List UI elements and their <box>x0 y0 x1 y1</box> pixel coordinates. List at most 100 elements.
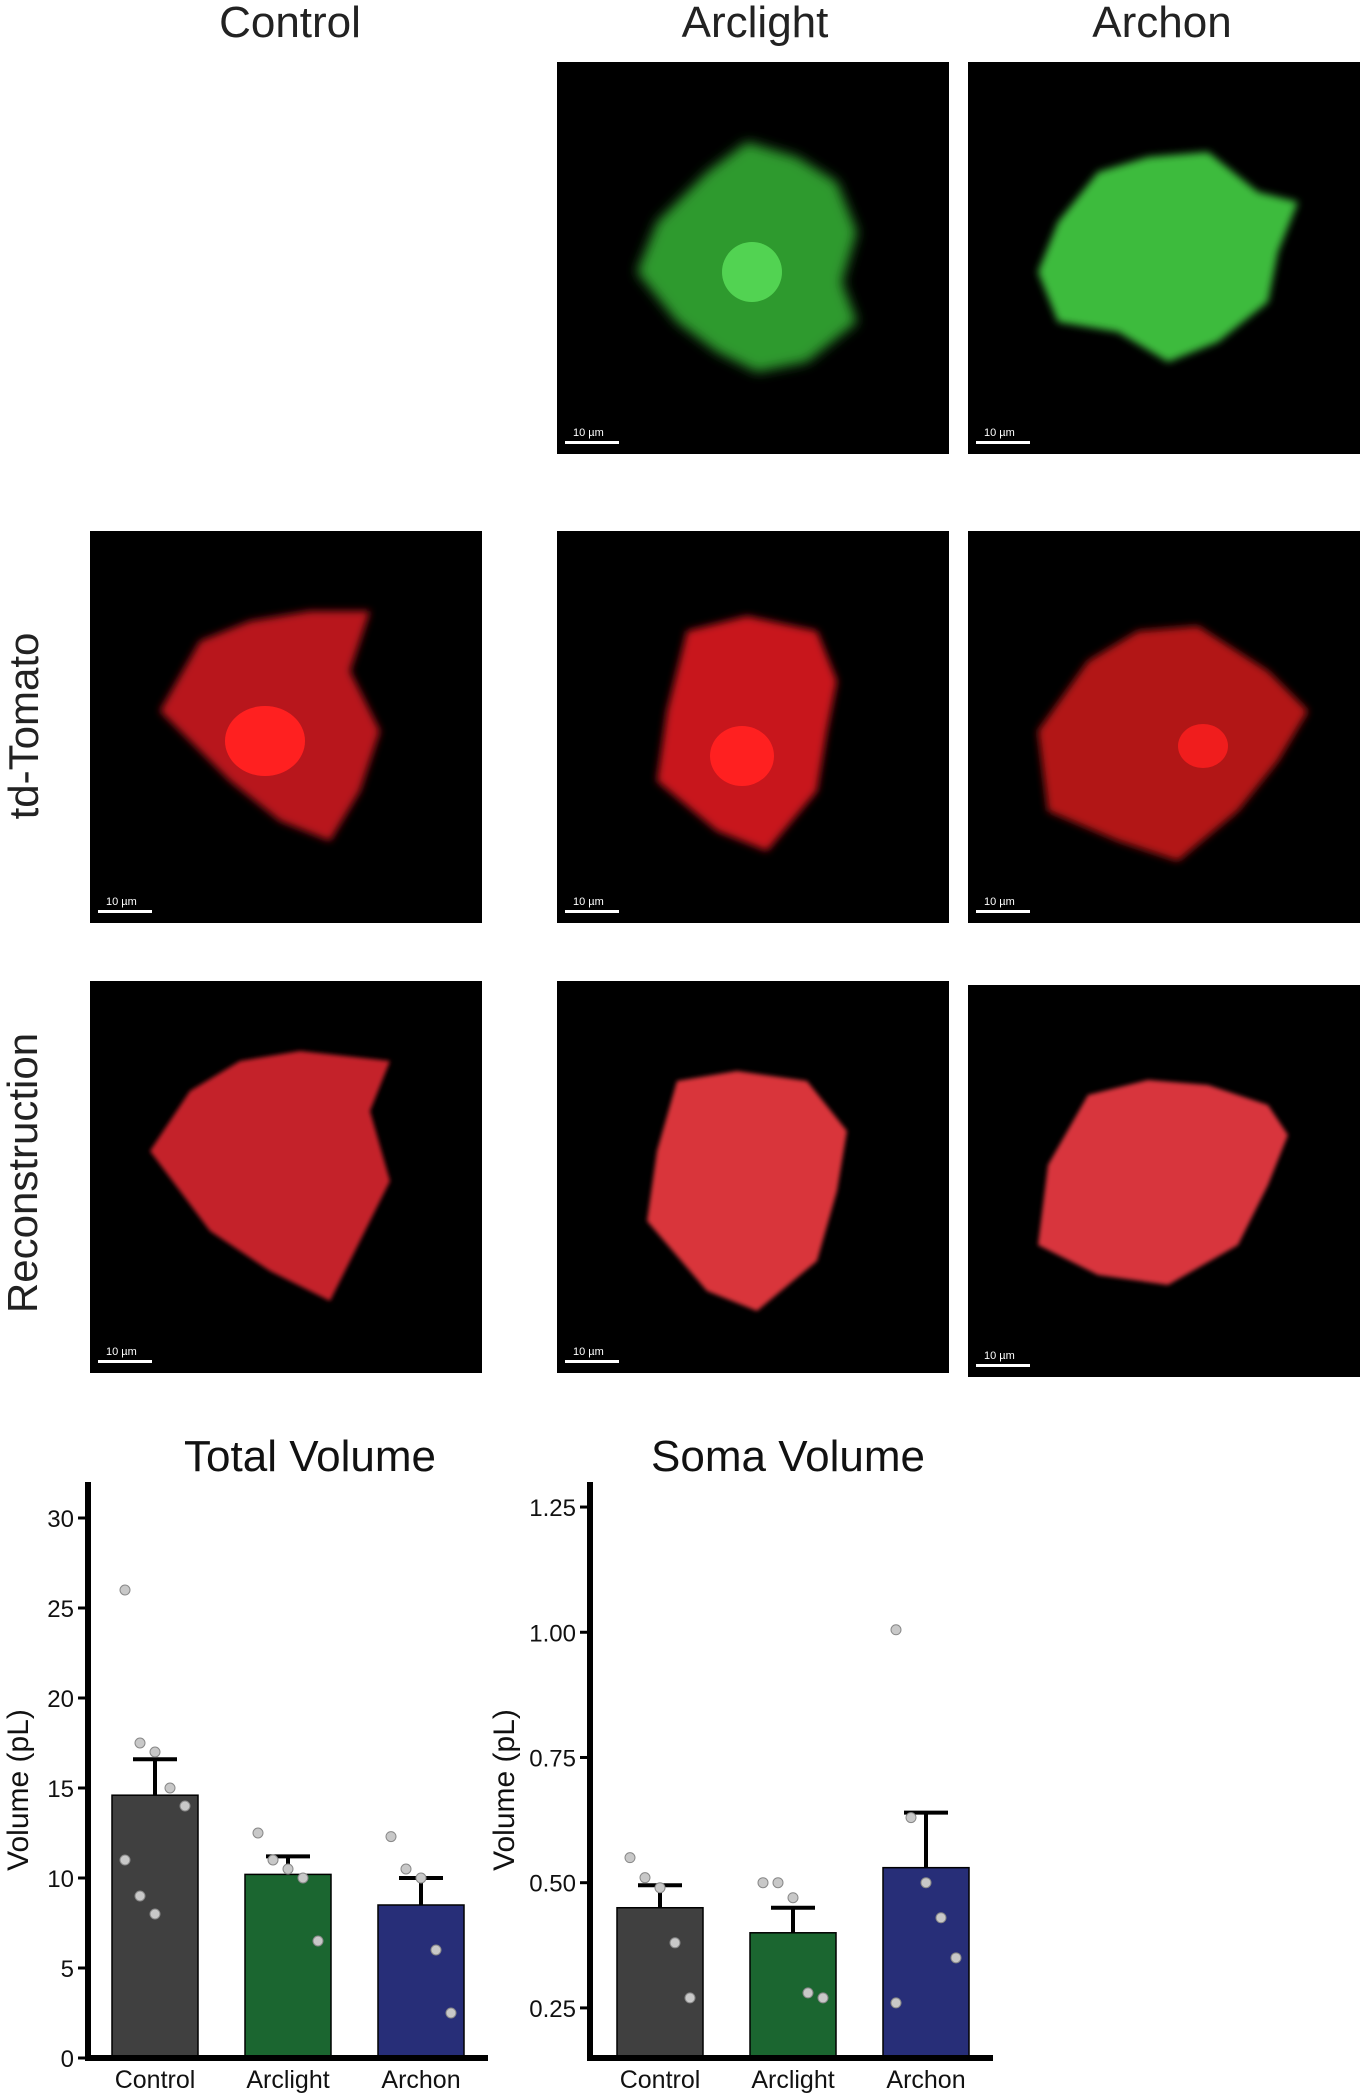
bar-archon <box>882 1866 970 2059</box>
scale-bar: 10 µm <box>976 896 1030 913</box>
image-archon-reconstruction: 10 µm <box>968 985 1360 1377</box>
scale-bar: 10 µm <box>98 896 152 913</box>
image-control-reconstruction: 10 µm <box>90 981 482 1373</box>
data-point <box>757 1877 769 1889</box>
data-point <box>890 1997 902 2009</box>
bar-archon <box>377 1904 465 2059</box>
scale-bar: 10 µm <box>565 1346 619 1363</box>
image-archon-gfp: 10 µm <box>968 62 1360 454</box>
scale-bar-label: 10 µm <box>106 1346 137 1358</box>
red-cell-shape <box>657 616 837 851</box>
x-tick-label: Control <box>620 2066 701 2094</box>
bar-control <box>616 1906 704 2059</box>
scale-bar-label: 10 µm <box>984 896 1015 908</box>
data-point <box>385 1831 397 1843</box>
y-tick-label: 1.00 <box>529 1620 576 1647</box>
chart-total-volume-svg: Control Arclight Archon 0 5 10 15 20 25 30 Volume … <box>2 1482 488 2094</box>
data-point <box>282 1863 294 1875</box>
data-point <box>149 1908 161 1920</box>
chart-title-total-volume: Total Volume <box>184 1432 436 1481</box>
scale-bar-label: 10 µm <box>106 896 137 908</box>
y-tick-label: 20 <box>47 1686 74 1713</box>
data-point <box>817 1992 829 2004</box>
reconstruction-shape <box>647 1071 847 1311</box>
data-point <box>164 1782 176 1794</box>
data-point <box>312 1935 324 1947</box>
red-cell-shape <box>1038 626 1308 861</box>
image-archon-tdtomato: 10 µm <box>968 531 1360 923</box>
y-tick-label: 0.50 <box>529 1871 576 1898</box>
scale-bar: 10 µm <box>565 427 619 444</box>
data-point <box>772 1877 784 1889</box>
data-point <box>252 1827 264 1839</box>
data-point <box>179 1800 191 1812</box>
data-point <box>400 1863 412 1875</box>
data-point <box>624 1852 636 1864</box>
red-cell-shape <box>160 611 380 841</box>
x-tick-label: Control <box>115 2066 196 2094</box>
image-arclight-gfp: 10 µm <box>557 62 949 454</box>
y-axis-label: Volume (pL) <box>2 1709 35 1871</box>
data-point <box>134 1890 146 1902</box>
y-axis-label: Volume (pL) <box>488 1709 521 1871</box>
scale-bar: 10 µm <box>976 1350 1030 1367</box>
data-point <box>950 1952 962 1964</box>
data-point <box>654 1882 666 1894</box>
reconstruction-shape <box>1038 1080 1288 1285</box>
data-point <box>890 1624 902 1636</box>
data-point <box>119 1854 131 1866</box>
data-point <box>267 1854 279 1866</box>
row-title-reconstruction: Reconstruction <box>0 1032 46 1314</box>
column-title-control: Control <box>219 0 361 47</box>
data-point <box>787 1892 799 1904</box>
row-title-td-tomato: td-Tomato <box>0 632 47 820</box>
data-point <box>669 1937 681 1949</box>
image-arclight-tdtomato: 10 µm <box>557 531 949 923</box>
column-title-arclight: Arclight <box>681 0 829 47</box>
scale-bar-label: 10 µm <box>573 1346 604 1358</box>
column-title-archon: Archon <box>1092 0 1232 47</box>
data-point <box>445 2007 457 2019</box>
green-cell-shape <box>1038 152 1298 362</box>
data-point <box>297 1872 309 1884</box>
y-tick-label: 15 <box>47 1776 74 1803</box>
data-point <box>802 1987 814 1999</box>
y-tick-label: 30 <box>47 1506 74 1533</box>
y-tick-label: 0.75 <box>529 1745 576 1772</box>
data-point <box>684 1992 696 2004</box>
data-point <box>430 1944 442 1956</box>
y-tick-label: 0.25 <box>529 1996 576 2023</box>
data-point <box>639 1872 651 1884</box>
data-point <box>149 1746 161 1758</box>
scale-bar: 10 µm <box>565 896 619 913</box>
data-point <box>415 1872 427 1884</box>
x-tick-label: Archon <box>886 2066 965 2094</box>
data-point <box>905 1812 917 1824</box>
image-arclight-reconstruction: 10 µm <box>557 981 949 1373</box>
y-tick-label: 0 <box>61 2046 74 2073</box>
data-point <box>920 1877 932 1889</box>
image-control-tdtomato: 10 µm <box>90 531 482 923</box>
scale-bar-label: 10 µm <box>984 427 1015 439</box>
reconstruction-shape <box>150 1051 390 1301</box>
data-point <box>935 1912 947 1924</box>
y-tick-label: 1.25 <box>529 1495 576 1522</box>
scale-bar: 10 µm <box>976 427 1030 444</box>
data-point <box>119 1584 131 1596</box>
x-tick-label: Arclight <box>246 2066 329 2094</box>
x-tick-label: Arclight <box>751 2066 834 2094</box>
x-tick-label: Archon <box>381 2066 460 2094</box>
scale-bar-label: 10 µm <box>573 896 604 908</box>
green-cell-shape <box>637 142 857 372</box>
bar-arclight <box>244 1873 332 2059</box>
y-tick-label: 10 <box>47 1866 74 1893</box>
data-point <box>134 1737 146 1749</box>
chart-title-soma-volume: Soma Volume <box>651 1432 925 1481</box>
y-tick-label: 25 <box>47 1596 74 1623</box>
scale-bar-label: 10 µm <box>573 427 604 439</box>
scale-bar-label: 10 µm <box>984 1350 1015 1362</box>
scale-bar: 10 µm <box>98 1346 152 1363</box>
chart-soma-volume-svg: Control Arclight Archon 0.25 0.50 0.75 1.00 1.2… <box>488 1482 993 2094</box>
bar-control <box>111 1794 199 2059</box>
y-tick-label: 5 <box>61 1956 74 1983</box>
